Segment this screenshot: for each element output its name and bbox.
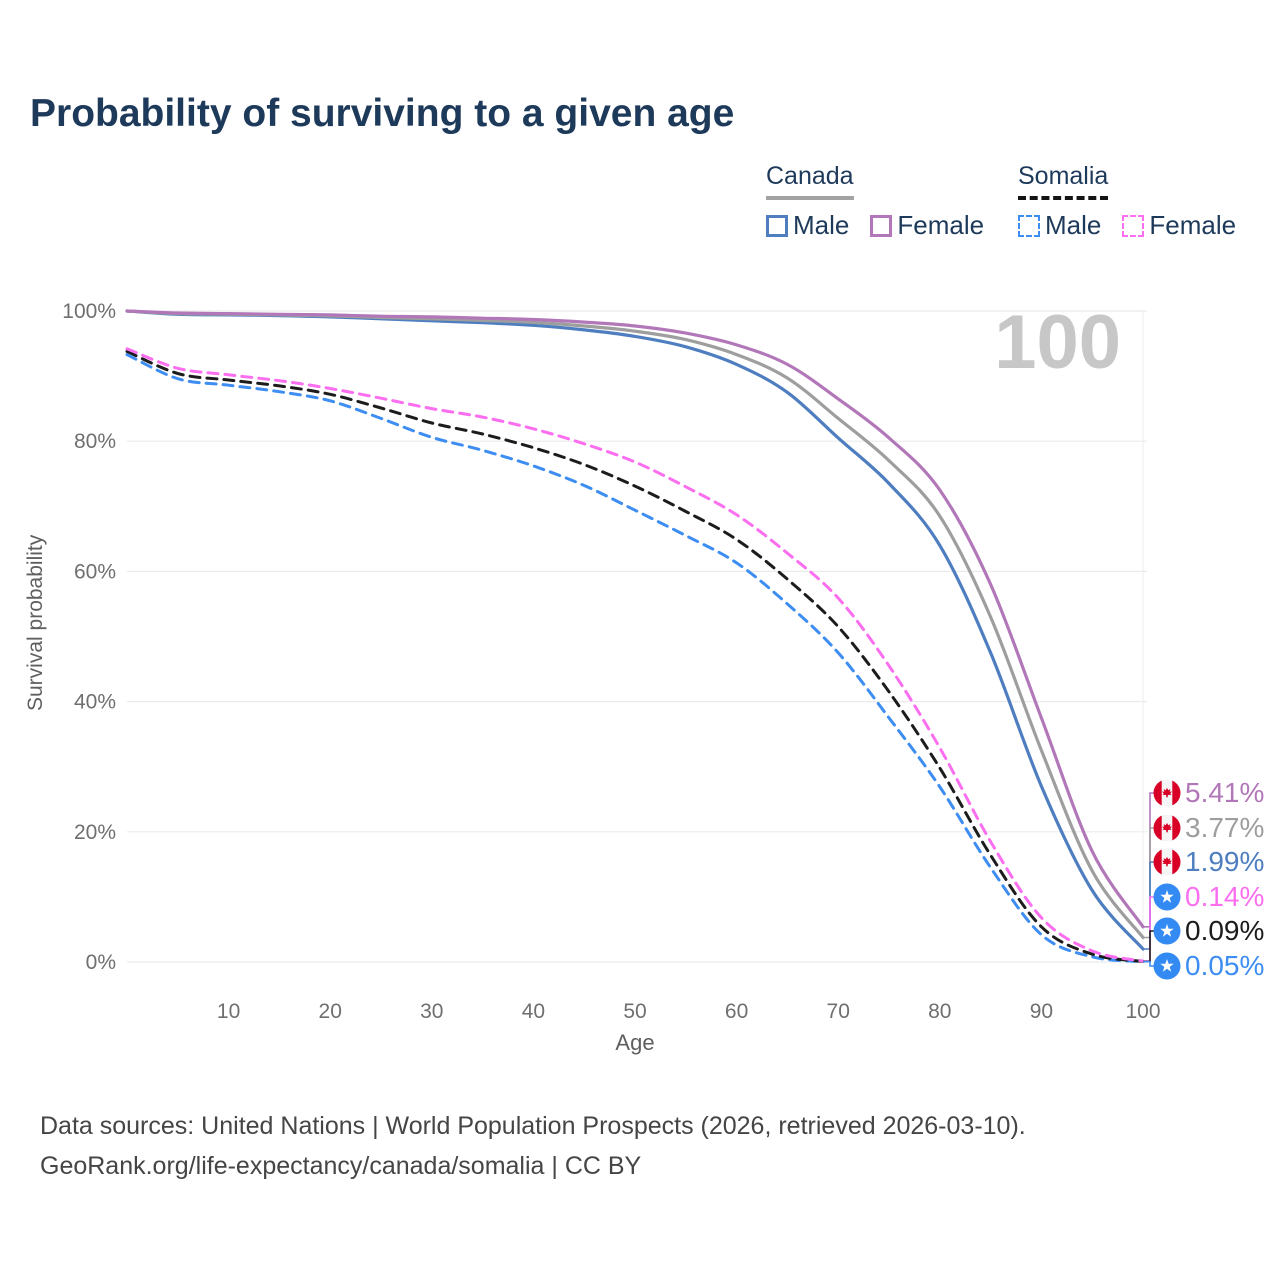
end-label-value-somalia-female: 0.14%: [1185, 881, 1264, 912]
end-label-leader-somalia-both: [1143, 930, 1156, 963]
watermark-age-100: 100: [994, 300, 1121, 385]
y-tick-label-20: 20%: [74, 821, 116, 844]
legend-item-canada-female[interactable]: Female: [870, 210, 984, 241]
x-tick-label-10: 10: [217, 1000, 240, 1023]
canada-female-swatch-icon[interactable]: [870, 214, 893, 237]
x-tick-label-100: 100: [1125, 1000, 1160, 1023]
end-label-value-canada-both: 3.77%: [1185, 812, 1264, 843]
legend-item-somalia-female[interactable]: Female: [1122, 210, 1236, 241]
y-tick-label-40: 40%: [74, 691, 116, 714]
x-tick-label-20: 20: [319, 1000, 342, 1023]
legend-item-canada-male[interactable]: Male: [766, 210, 849, 241]
legend-row-somalia: Male Female: [1018, 210, 1257, 241]
y-tick-label-0: 0%: [86, 951, 116, 974]
legend-label-somalia-male[interactable]: Male: [1045, 210, 1102, 240]
footer-sources: Data sources: United Nations | World Pop…: [40, 1112, 1026, 1140]
x-tick-label-80: 80: [928, 1000, 951, 1023]
somalia-flag-icon: [1153, 883, 1181, 911]
x-tick-label-30: 30: [420, 1000, 443, 1023]
end-label-value-somalia-male: 0.05%: [1185, 950, 1264, 981]
legend-header-somalia: Somalia: [1018, 162, 1109, 200]
footer-attribution: GeoRank.org/life-expectancy/canada/somal…: [40, 1152, 642, 1180]
x-tick-label-70: 70: [827, 1000, 850, 1023]
series-line-canada-male[interactable]: [125, 309, 1145, 951]
x-tick-label-60: 60: [725, 1000, 748, 1023]
legend-label-canada-male[interactable]: Male: [793, 210, 850, 240]
legend-row-canada: Male Female: [766, 210, 1005, 241]
legend-item-somalia-male[interactable]: Male: [1018, 210, 1101, 241]
somalia-flag-icon: [1153, 952, 1181, 980]
somalia-flag-icon: [1153, 917, 1181, 945]
canada-flag-icon: [1153, 848, 1181, 876]
end-label-value-canada-male: 1.99%: [1185, 846, 1264, 877]
somalia-male-swatch-icon[interactable]: [1018, 214, 1040, 237]
end-label-value-somalia-both: 0.09%: [1185, 915, 1264, 946]
x-axis-title: Age: [615, 1030, 654, 1055]
canada-flag-icon: [1153, 814, 1181, 842]
x-tick-label-90: 90: [1030, 1000, 1053, 1023]
series-line-somalia-male[interactable]: [125, 353, 1145, 964]
x-tick-label-50: 50: [623, 1000, 646, 1023]
canada-flag-icon: [1153, 779, 1181, 807]
legend-label-canada-female[interactable]: Female: [897, 210, 985, 240]
canada-male-swatch-icon[interactable]: [766, 214, 788, 237]
legend-group-canada: Canada Male Female: [766, 162, 1005, 241]
series-line-somalia-female[interactable]: [125, 347, 1145, 963]
chart-title: Probability of surviving to a given age: [30, 92, 735, 135]
y-tick-label-80: 80%: [74, 430, 116, 453]
end-label-value-canada-female: 5.41%: [1185, 777, 1264, 808]
footer: Data sources: United Nations | World Pop…: [40, 1106, 1026, 1186]
series-line-canada-female[interactable]: [125, 309, 1145, 929]
end-label-leader-somalia-male: [1143, 960, 1156, 967]
legend-label-somalia-female[interactable]: Female: [1149, 210, 1237, 240]
legend-header-canada: Canada: [766, 162, 854, 200]
somalia-female-swatch-icon[interactable]: [1122, 214, 1145, 237]
series-line-somalia-both[interactable]: [125, 349, 1145, 963]
legend-group-somalia: Somalia Male Female: [1018, 162, 1257, 241]
y-tick-label-100: 100%: [62, 300, 116, 323]
y-tick-label-60: 60%: [74, 560, 116, 583]
x-tick-label-40: 40: [522, 1000, 545, 1023]
